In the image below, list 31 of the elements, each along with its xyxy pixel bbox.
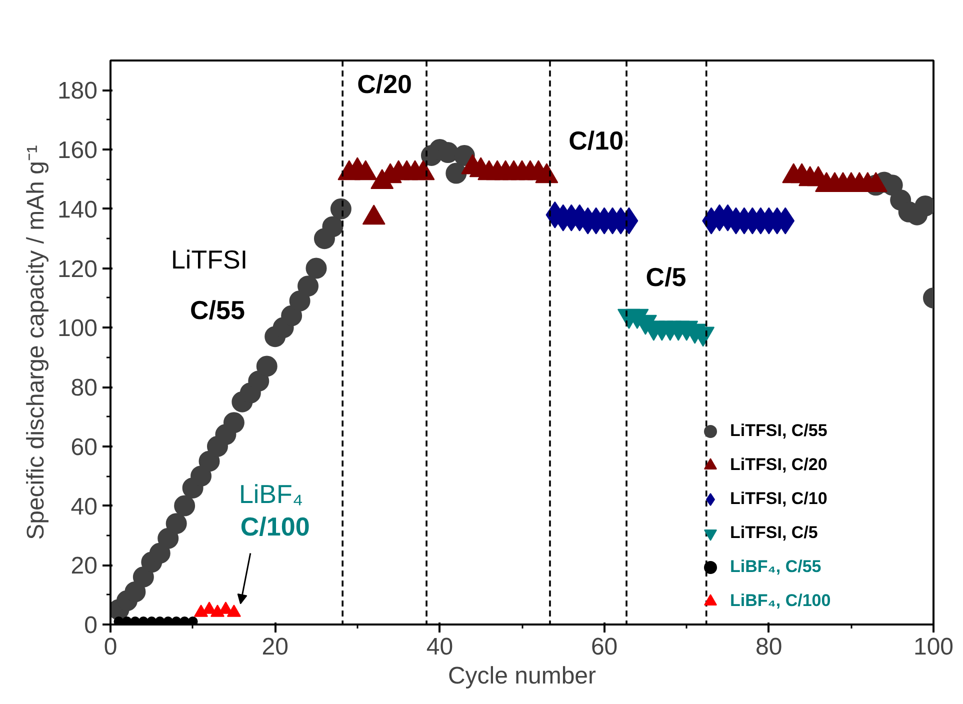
legend-label: LiTFSI, C/5 bbox=[730, 522, 818, 544]
y-tick-label: 120 bbox=[57, 256, 98, 283]
y-tick-label: 20 bbox=[70, 552, 98, 580]
x-tick-label: 40 bbox=[426, 634, 454, 660]
annotation: C/10 bbox=[568, 126, 624, 156]
annotation: LiTFSI bbox=[170, 244, 248, 274]
x-tick-label: 20 bbox=[262, 634, 288, 660]
legend-label: LiBF₄, C/55 bbox=[730, 556, 822, 578]
annotation: LiBF₄ bbox=[238, 478, 304, 509]
x-tick-label: 80 bbox=[756, 634, 782, 660]
y-tick-label: 80 bbox=[70, 374, 98, 402]
x-tick-label: 0 bbox=[104, 634, 118, 660]
legend-label: LiBF₄, C/100 bbox=[730, 590, 831, 612]
legend-label: LiTFSI, C/20 bbox=[730, 454, 828, 476]
y-tick-label: 40 bbox=[70, 493, 98, 520]
legend-label: LiTFSI, C/10 bbox=[730, 488, 828, 510]
y-tick-label: 100 bbox=[57, 315, 98, 342]
legend-label: LiTFSI, C/55 bbox=[730, 420, 828, 442]
y-tick-label: 180 bbox=[57, 78, 98, 105]
y-tick-label: 60 bbox=[70, 434, 98, 461]
y-tick-label: 140 bbox=[57, 196, 98, 224]
annotation: C/5 bbox=[646, 262, 686, 292]
x-axis-title: Cycle number bbox=[448, 662, 596, 690]
y-axis-title: Specific discharge capacity / mAh g⁻¹ bbox=[22, 145, 50, 540]
y-tick-label: 0 bbox=[84, 612, 98, 639]
annotation: C/55 bbox=[190, 294, 245, 325]
x-tick-label: 100 bbox=[913, 634, 954, 660]
y-tick-label: 160 bbox=[57, 137, 98, 164]
x-tick-label: 60 bbox=[590, 634, 618, 660]
annotation: C/20 bbox=[357, 69, 412, 100]
annotation: C/100 bbox=[240, 512, 310, 542]
